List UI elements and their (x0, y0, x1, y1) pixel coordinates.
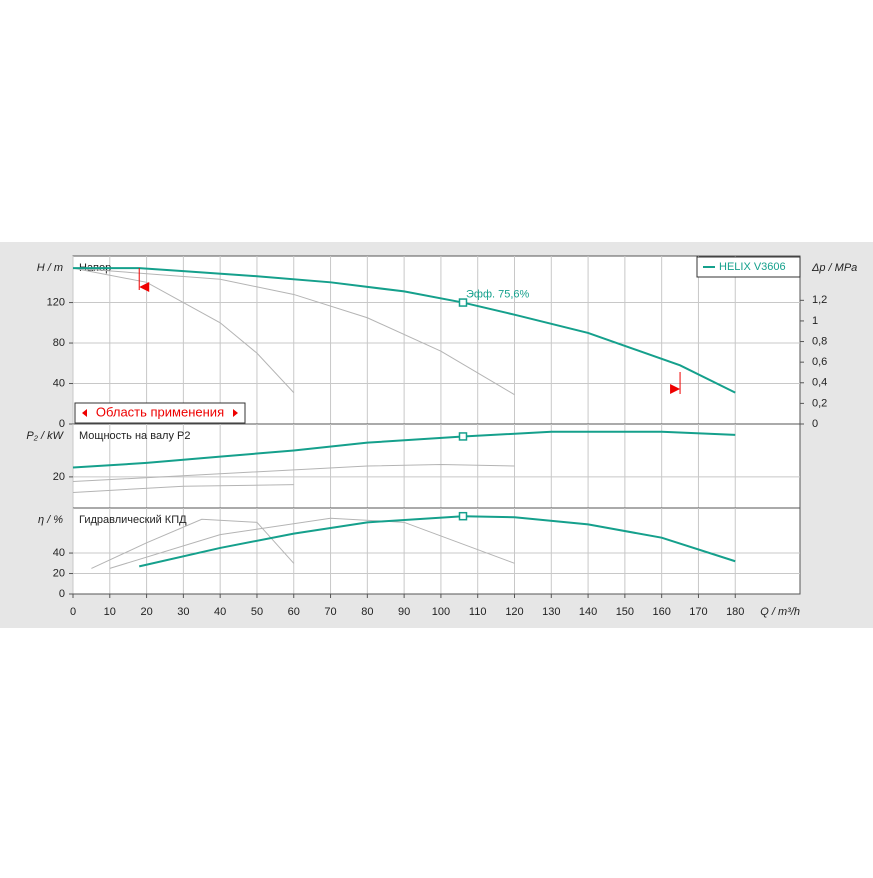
series-line (72, 463, 515, 483)
y2-tick-label: 0,2 (812, 397, 827, 409)
y-axis-label: H / m (37, 262, 63, 274)
duty-point (458, 432, 468, 441)
y2-tick-label: 1,2 (812, 294, 827, 306)
y2-tick-label: 0 (812, 418, 818, 430)
x-tick-label: 80 (361, 606, 373, 618)
y2-axis-label: Δp / MPa (811, 262, 857, 274)
x-tick-label: 0 (70, 606, 76, 618)
y2-tick-label: 1 (812, 315, 818, 327)
x-tick-label: 110 (469, 606, 487, 618)
range-arrow (670, 384, 681, 394)
x-tick-label: 130 (542, 606, 560, 618)
y2-tick-label: 0,4 (812, 377, 827, 389)
x-tick-label: 150 (616, 606, 634, 618)
x-tick-label: 100 (432, 606, 450, 618)
y-tick-label: 20 (53, 567, 65, 579)
y-axis-label: η / % (38, 514, 63, 526)
x-tick-label: 20 (140, 606, 152, 618)
y-axis-label: P₂ / kW (26, 430, 64, 442)
y-tick-label: 120 (47, 296, 65, 308)
y-tick-label: 20 (53, 471, 65, 483)
x-tick-label: 10 (104, 606, 116, 618)
x-tick-label: 170 (689, 606, 707, 618)
y2-tick-label: 0,6 (812, 356, 827, 368)
y-tick-label: 80 (53, 337, 65, 349)
legend-label: HELIX V3606 (719, 261, 786, 273)
y-tick-label: 0 (59, 588, 65, 600)
duty-point (458, 298, 468, 307)
duty-point (458, 511, 468, 521)
duty-label: Эфф. 75,6% (466, 288, 530, 300)
x-tick-label: 70 (324, 606, 336, 618)
y-tick-label: 40 (53, 547, 65, 559)
x-tick-label: 50 (251, 606, 263, 618)
y-tick-label: 40 (53, 377, 65, 389)
series-line (72, 267, 295, 393)
panel-label: Мощность на валу P2 (79, 430, 191, 442)
x-tick-label: 90 (398, 606, 410, 618)
y2-tick-label: 0,8 (812, 335, 827, 347)
series-line (73, 267, 736, 394)
x-tick-label: 40 (214, 606, 226, 618)
series-line (91, 518, 295, 569)
plot-area (72, 255, 801, 595)
series-line (72, 484, 294, 493)
range-arrow (139, 282, 150, 292)
x-tick-label: 30 (177, 606, 189, 618)
x-tick-label: 180 (726, 606, 744, 618)
series-line (72, 267, 515, 396)
x-tick-label: 160 (652, 606, 670, 618)
range-label: Область применения (96, 404, 224, 419)
x-tick-label: 120 (505, 606, 523, 618)
y-tick-label: 0 (59, 418, 65, 430)
series-line (72, 430, 736, 469)
x-tick-label: 140 (579, 606, 597, 618)
panel-label: Гидравлический КПД (79, 514, 187, 526)
x-tick-label: 60 (288, 606, 300, 618)
series-line (109, 517, 515, 569)
legend-box (696, 256, 801, 278)
range-box (74, 402, 246, 424)
x-axis-label: Q / m³/h (760, 606, 800, 618)
